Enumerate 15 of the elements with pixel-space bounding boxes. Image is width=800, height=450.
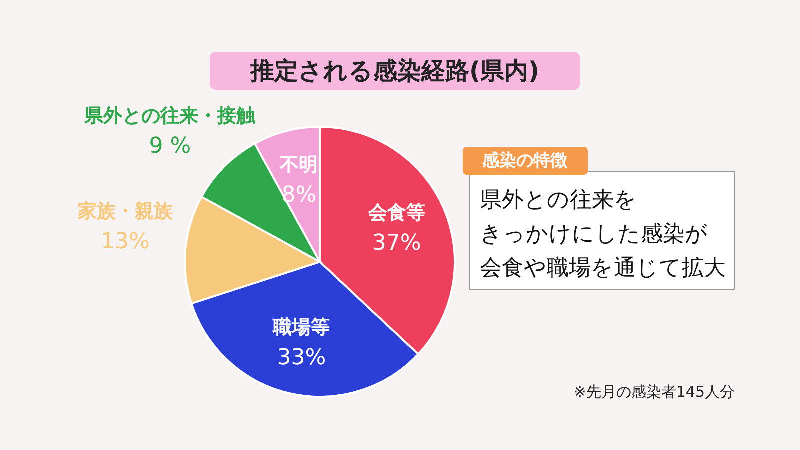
slice-label: 職場等 <box>272 316 330 339</box>
data-label: 33% <box>277 346 326 371</box>
data-label: 13% <box>100 229 150 254</box>
text: 会食や職場を通じて拡大 <box>480 256 726 281</box>
data-label: 9 % <box>149 134 192 160</box>
text: 感染の特徴 <box>482 151 568 171</box>
text: 県外との往来を <box>480 188 637 213</box>
text: きっかけにした感染が <box>480 222 708 247</box>
slice-label: 家族・親族 <box>76 200 174 222</box>
chart-title: 推定される感染経路(県内) <box>250 57 540 85</box>
slice-label: 会食等 <box>367 202 426 224</box>
data-label: 37% <box>372 230 422 256</box>
text: ※先月の感染者145人分 <box>574 383 735 401</box>
slice-label: 不明 <box>279 154 318 176</box>
slice-label: 県外との往来・接触 <box>84 105 257 128</box>
